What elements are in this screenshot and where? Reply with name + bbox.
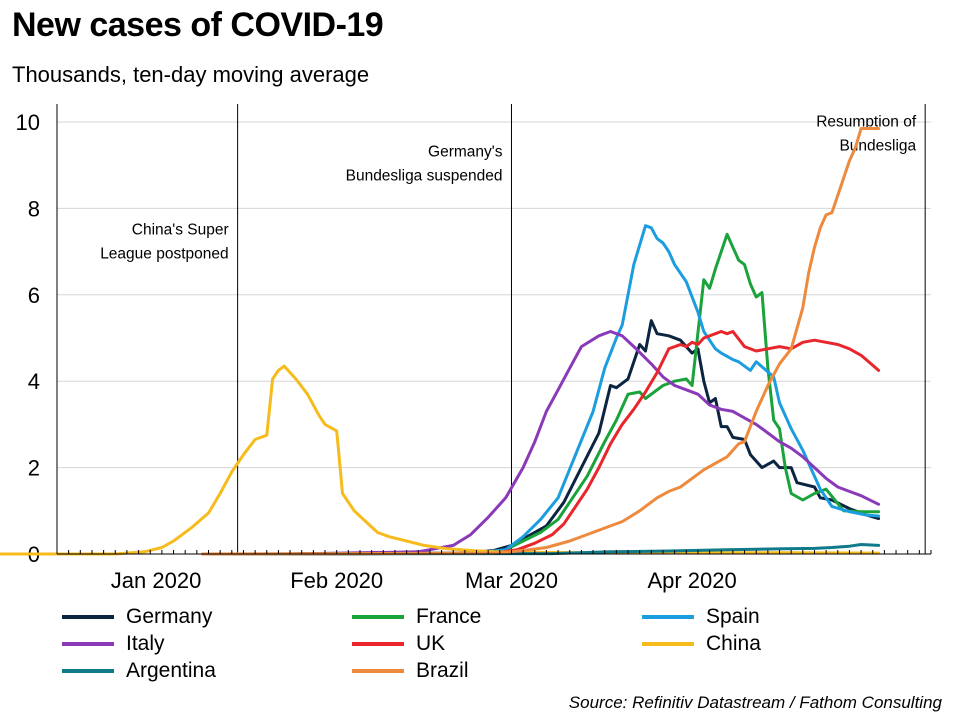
legend-item-italy: Italy: [62, 631, 165, 657]
legend-label: China: [706, 632, 761, 655]
legend-swatch: [352, 642, 404, 646]
series-line-brazil: [201, 127, 881, 556]
series-line-argentina: [201, 543, 881, 556]
legend-swatch: [62, 615, 114, 619]
source-note: Source: Refinitiv Datastream / Fathom Co…: [568, 693, 942, 712]
y-tick-label: 6: [28, 283, 40, 308]
legend-label: Spain: [706, 605, 760, 628]
legend-item-argentina: Argentina: [62, 658, 216, 684]
legend-item-france: France: [352, 604, 481, 630]
x-tick-label: Mar 2020: [465, 568, 558, 593]
event-annotation: Bundesliga: [839, 137, 916, 154]
series-line-uk: [288, 330, 881, 556]
event-annotation: Bundesliga suspended: [346, 168, 503, 185]
legend-item-uk: UK: [352, 631, 445, 657]
series-line-italy: [288, 330, 881, 556]
y-tick-label: 4: [28, 369, 40, 394]
y-tick-label: 8: [28, 196, 40, 221]
event-annotation: Resumption of: [816, 113, 917, 130]
event-annotation: Germany's: [428, 144, 503, 161]
legend-item-germany: Germany: [62, 604, 212, 630]
legend-swatch: [62, 642, 114, 646]
event-annotation: League postponed: [100, 245, 228, 262]
event-annotation: China's Super: [132, 221, 229, 238]
legend-item-china: China: [642, 631, 761, 657]
legend-label: France: [416, 605, 482, 628]
x-tick-label: Apr 2020: [647, 568, 736, 593]
x-tick-label: Feb 2020: [290, 568, 383, 593]
legend-swatch: [642, 615, 694, 619]
chart-subtitle: Thousands, ten-day moving average: [12, 62, 370, 87]
x-tick-label: Jan 2020: [111, 568, 202, 593]
legend-label: Germany: [126, 605, 213, 628]
y-tick-label: 10: [16, 110, 40, 135]
legend-swatch: [62, 669, 114, 673]
legend-label: Italy: [126, 632, 165, 655]
legend-item-brazil: Brazil: [352, 658, 469, 684]
legend-label: Argentina: [126, 659, 216, 682]
y-tick-label: 2: [28, 456, 40, 481]
series-line-france: [288, 232, 881, 556]
legend-swatch: [352, 669, 404, 673]
series-line-germany: [288, 319, 881, 556]
legend-label: UK: [416, 632, 446, 655]
legend-item-spain: Spain: [642, 604, 760, 630]
legend-swatch: [352, 615, 404, 619]
legend-swatch: [642, 642, 694, 646]
chart-title: New cases of COVID-19: [12, 6, 384, 44]
legend-label: Brazil: [416, 659, 469, 682]
series-line-china: [0, 364, 881, 556]
series-line-spain: [288, 224, 881, 556]
